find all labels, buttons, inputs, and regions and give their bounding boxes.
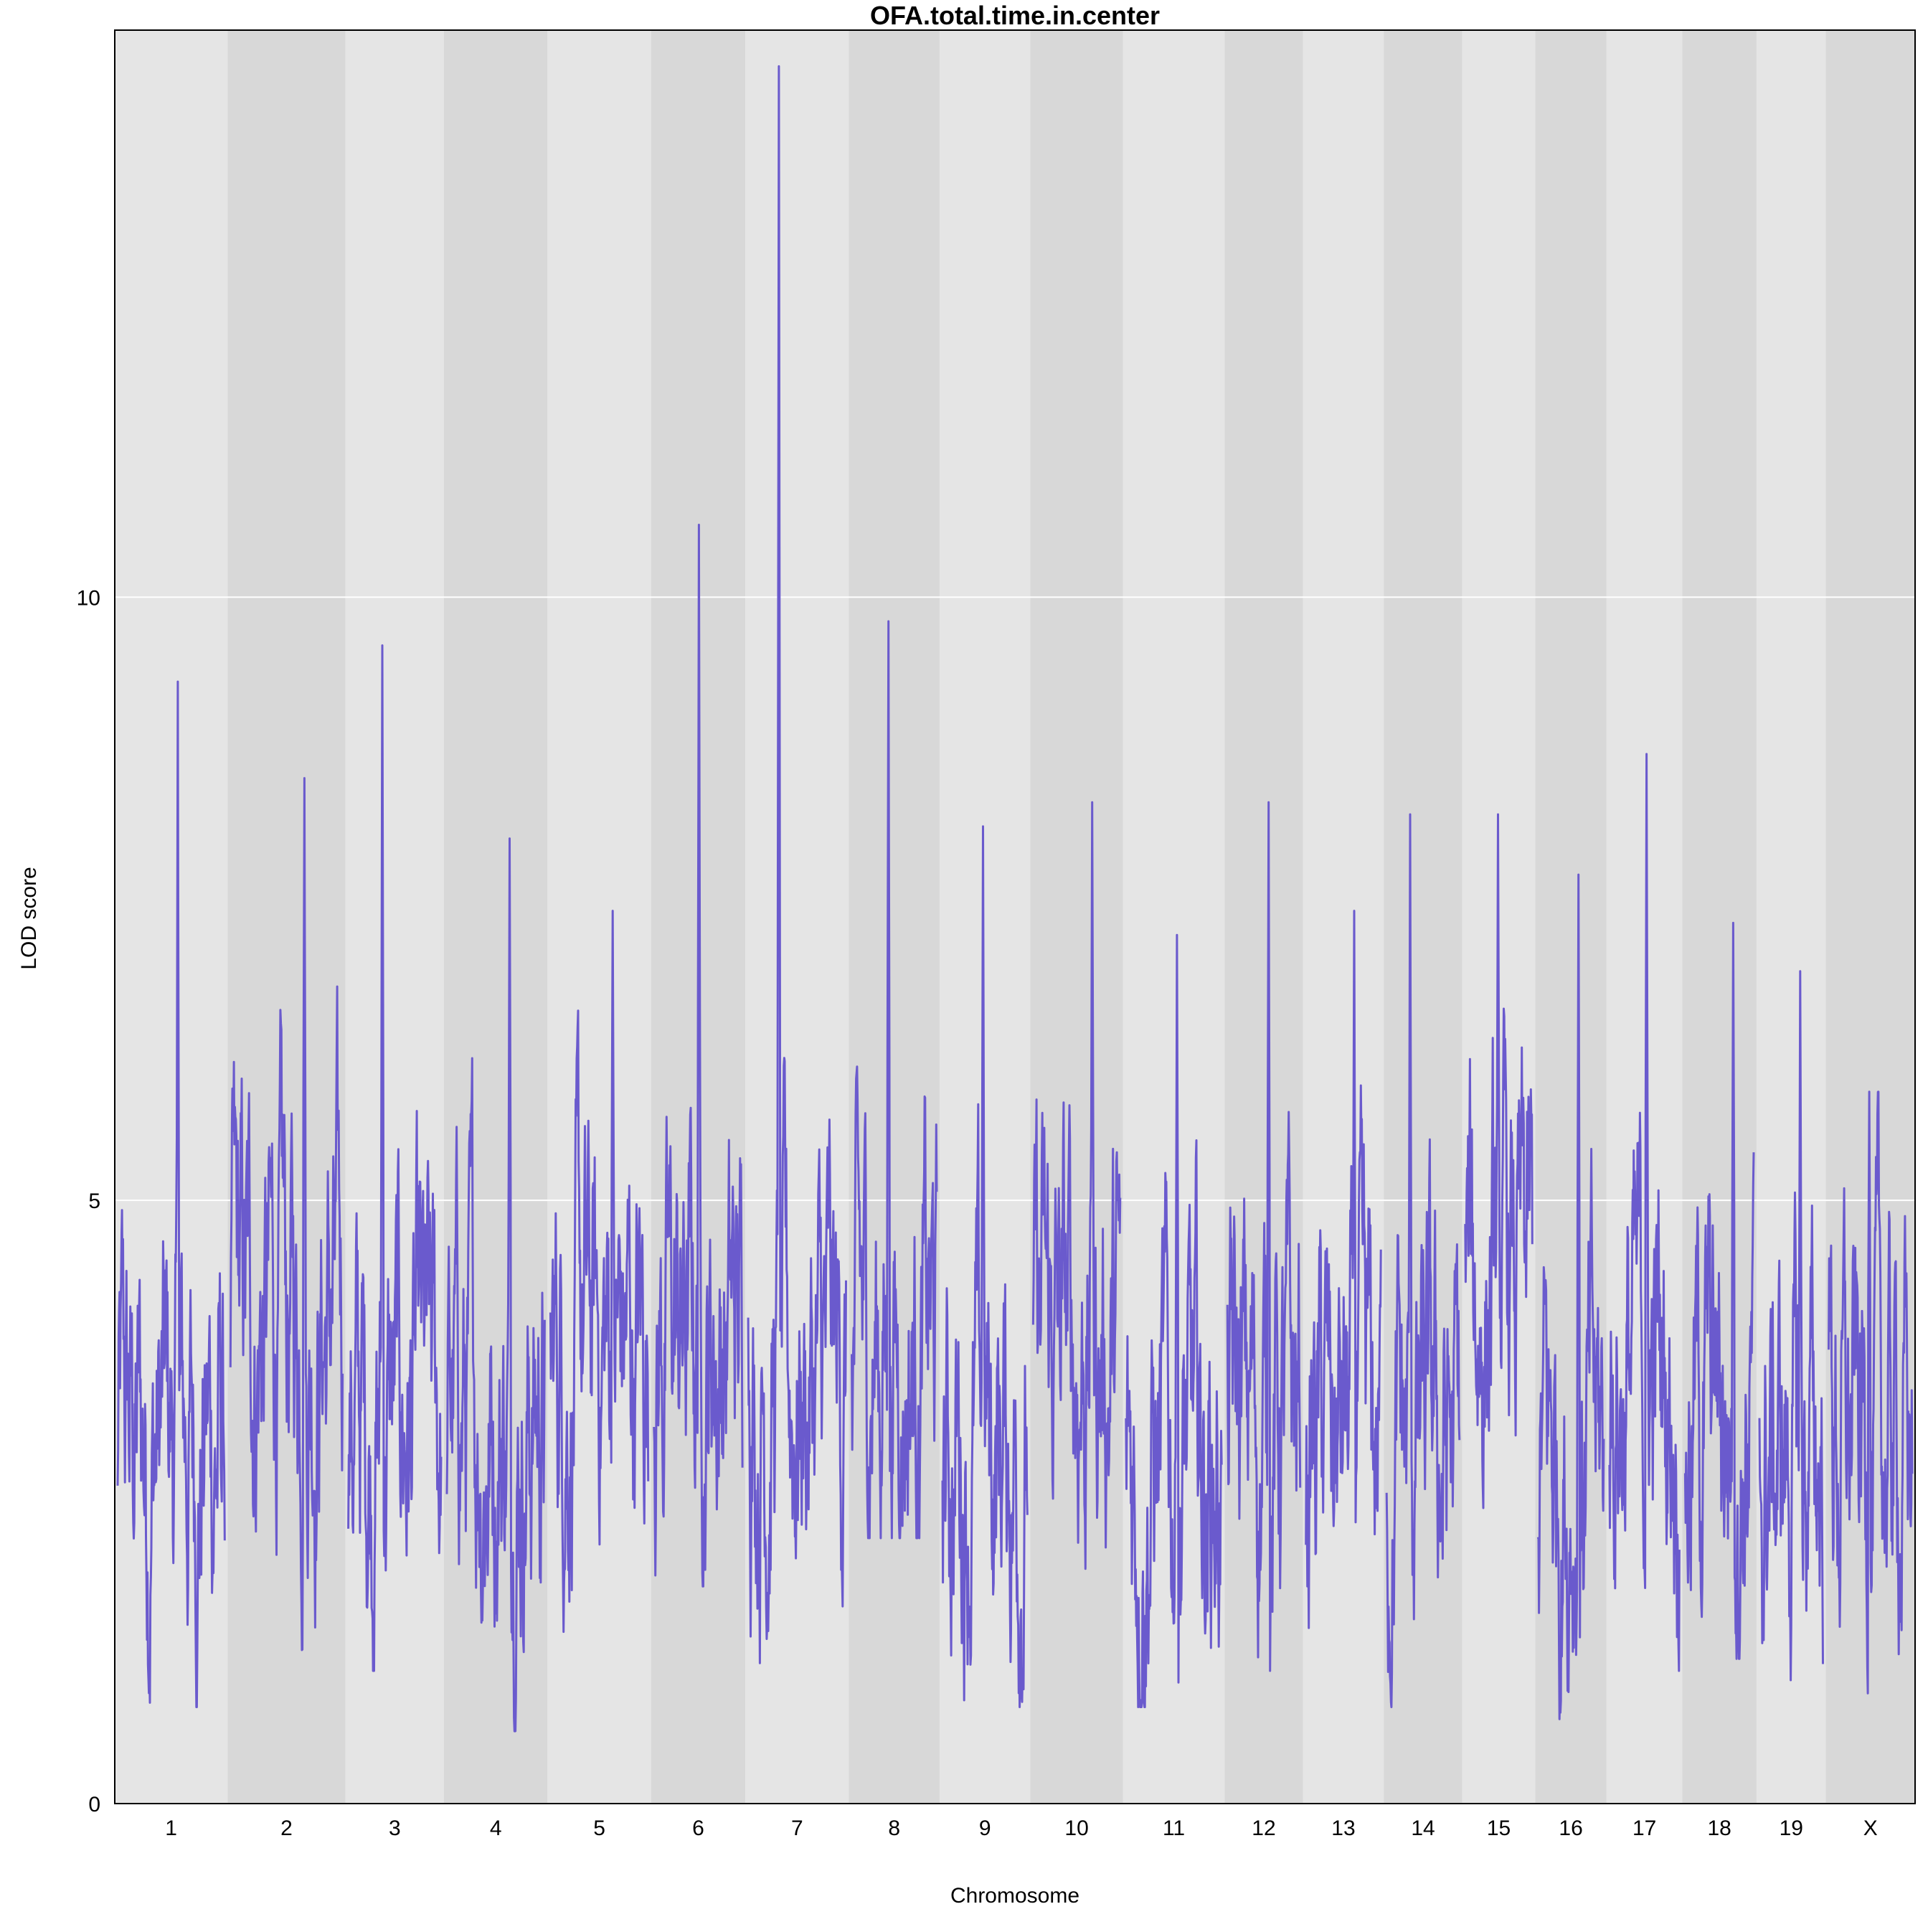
lod-line-chr-5 [549, 910, 650, 1634]
lod-line-chr-9 [941, 825, 1029, 1708]
y-tick-label: 10 [77, 586, 100, 610]
x-tick-label: 11 [1163, 1816, 1185, 1840]
y-tick-label: 5 [88, 1189, 100, 1213]
x-tick-label: 7 [791, 1816, 803, 1840]
lod-line-chr-18 [1683, 921, 1755, 1660]
x-tick-label: X [1863, 1816, 1878, 1840]
lod-series [116, 65, 1914, 1733]
x-axis-label: Chromosome [950, 1884, 1079, 1908]
lod-line-chr-7 [747, 65, 847, 1664]
x-tick-label: 17 [1632, 1816, 1656, 1840]
x-tick-label: 16 [1559, 1816, 1582, 1840]
lod-line-chr-X [1828, 1090, 1914, 1695]
x-tick-label: 6 [692, 1816, 704, 1840]
x-tick-label: 13 [1331, 1816, 1355, 1840]
x-axis-ticks: 1 2 3 4 5 6 7 8 9 10 11 12 13 14 15 16 17 18 19 X [165, 1816, 1877, 1840]
x-tick-label: 9 [979, 1816, 991, 1840]
x-tick-label: 8 [888, 1816, 900, 1840]
lod-line-chr-19 [1758, 970, 1824, 1682]
x-tick-label: 12 [1252, 1816, 1275, 1840]
x-tick-label: 4 [490, 1816, 502, 1840]
lod-line-chr-1 [116, 680, 226, 1708]
lod-line-chr-17 [1608, 753, 1681, 1672]
x-tick-label: 5 [593, 1816, 605, 1840]
lod-line-chr-2 [229, 777, 344, 1651]
lod-line-chr-16 [1536, 873, 1605, 1720]
lod-line-chr-14 [1385, 813, 1461, 1708]
chart-title: OFA.total.time.in.center [870, 1, 1160, 30]
lod-line-chr-3 [347, 644, 443, 1672]
lod-line-chr-15 [1464, 813, 1534, 1509]
y-axis-label: LOD score [17, 867, 41, 969]
lod-line-chr-12 [1226, 801, 1302, 1672]
y-axis-ticks: 0 5 10 [77, 586, 100, 1816]
lod-line-chr-13 [1305, 910, 1382, 1629]
lod-line-chr-10 [1031, 801, 1122, 1570]
chromosome-band [1030, 30, 1123, 1804]
lod-line-chr-6 [653, 524, 744, 1588]
chromosome-band [1384, 30, 1462, 1804]
x-tick-label: 3 [389, 1816, 401, 1840]
lod-line-chr-4 [445, 837, 546, 1733]
x-tick-label: 19 [1780, 1816, 1803, 1840]
x-tick-label: 1 [165, 1816, 177, 1840]
x-tick-label: 10 [1064, 1816, 1088, 1840]
lod-line-chr-8 [851, 620, 938, 1540]
plot-frame [114, 29, 1916, 1804]
x-tick-label: 2 [280, 1816, 293, 1840]
x-tick-label: 18 [1708, 1816, 1731, 1840]
chromosome-band [849, 30, 940, 1804]
x-tick-label: 15 [1487, 1816, 1511, 1840]
x-tick-label: 14 [1411, 1816, 1435, 1840]
y-tick-label: 0 [88, 1793, 100, 1816]
lod-line-chr-11 [1125, 933, 1223, 1708]
chromosome-band [345, 30, 444, 1804]
chromosome-band [1224, 30, 1303, 1804]
grid-lines [115, 596, 1915, 1202]
chromosome-band [1535, 30, 1607, 1804]
chromosome-band [227, 30, 346, 1804]
